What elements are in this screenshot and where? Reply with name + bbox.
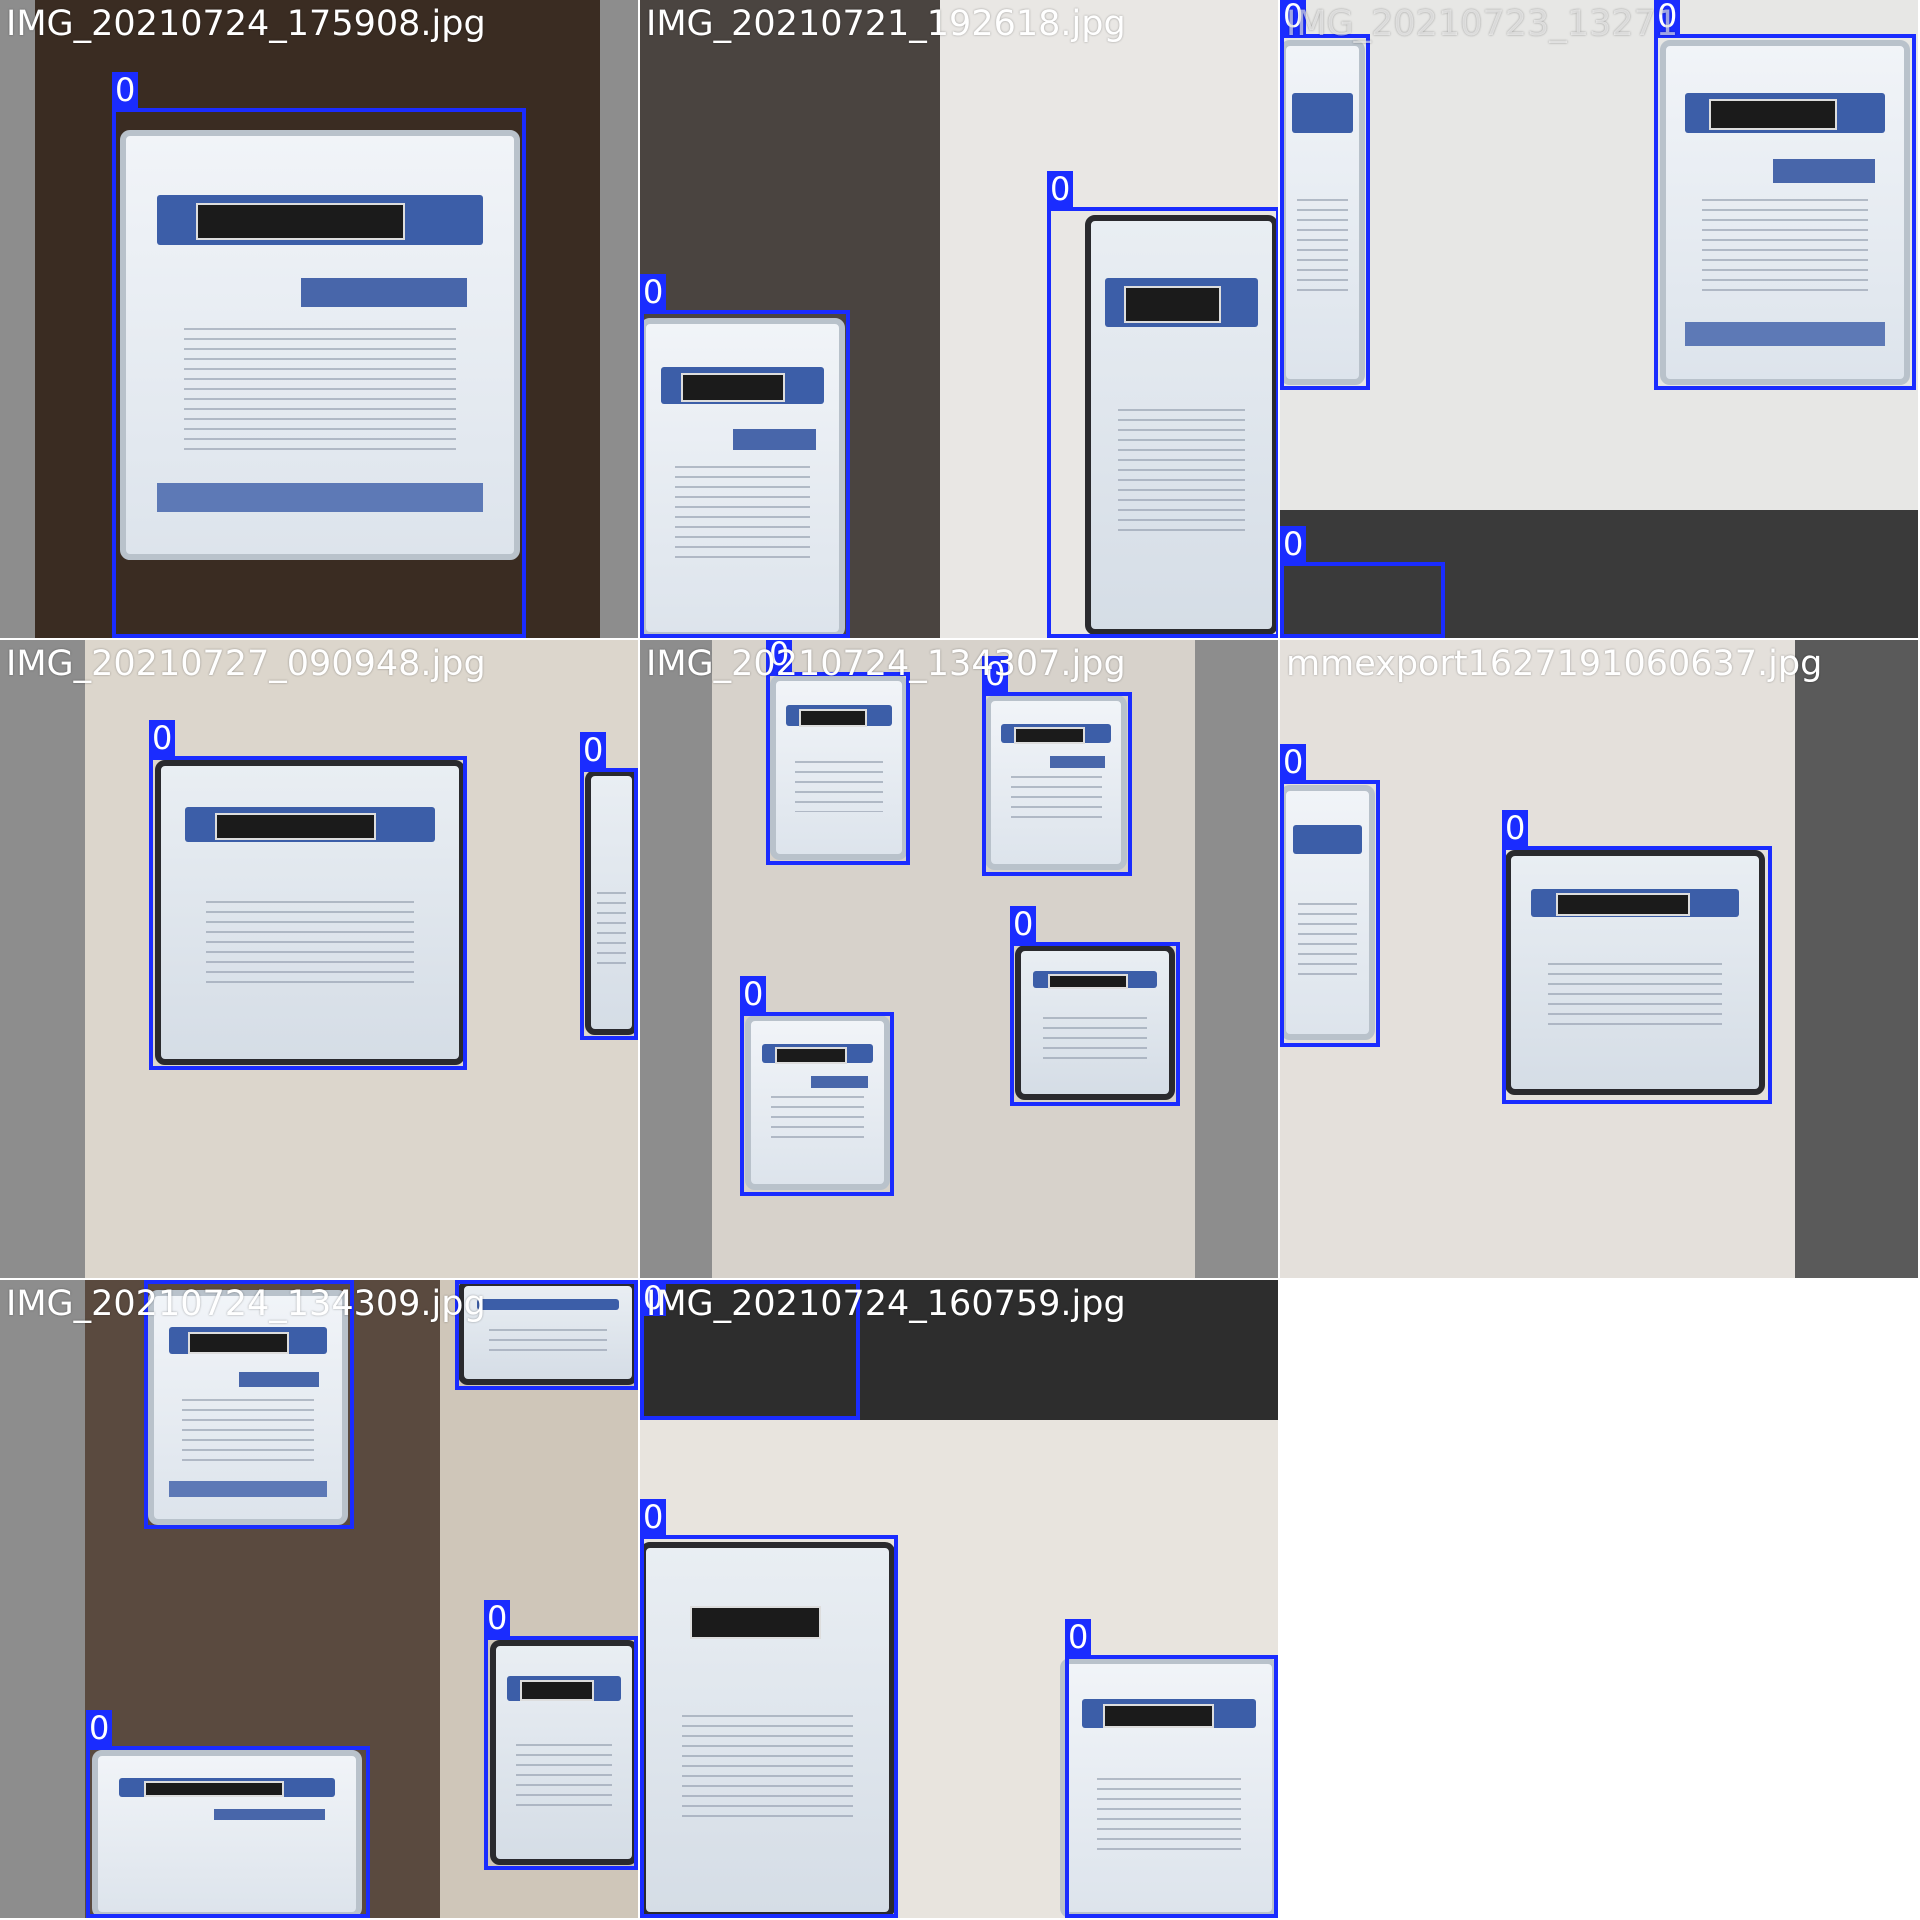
- mosaic-tile: IMG_20210721_192618.jpg 0 0: [640, 0, 1278, 638]
- class-label: 0: [149, 720, 176, 756]
- electric-meter: [770, 675, 908, 860]
- detection-box: 0: [580, 732, 638, 1040]
- detection-box: 0: [484, 1600, 638, 1870]
- detection-box: 0: [740, 976, 894, 1196]
- class-label: 0: [640, 1280, 667, 1316]
- electric-meter: [1085, 215, 1278, 635]
- class-label: 0: [1280, 0, 1307, 34]
- electric-meter: [1505, 850, 1765, 1095]
- detection-box: 0: [640, 274, 850, 638]
- detection-box: 0: [982, 656, 1132, 876]
- detection-box: 0: [1280, 526, 1445, 638]
- class-label: 0: [580, 732, 607, 768]
- detection-box: 0: [1047, 171, 1278, 638]
- detection-box: 0: [455, 1280, 638, 1390]
- detection-box: 0: [640, 1280, 860, 1420]
- detection-box: 0: [144, 1280, 354, 1529]
- mosaic-tile: IMG_20210724_134307.jpg 0 0 0 0: [640, 640, 1278, 1278]
- electric-meter: [148, 1290, 348, 1525]
- image-filename: IMG_20210721_192618.jpg: [646, 4, 1126, 44]
- electric-meter: [745, 1015, 890, 1190]
- class-label: 0: [740, 976, 767, 1012]
- mosaic-tile: IMG_20210727_090948.jpg 0 0: [0, 640, 638, 1278]
- mosaic-tile: mmexport1627191060637.jpg 0 0: [1280, 640, 1918, 1278]
- electric-meter: [640, 1542, 895, 1918]
- detection-box: 0: [766, 640, 910, 865]
- mosaic-tile: IMG_20210724_134309.jpg 0 0 0 0: [0, 1280, 638, 1918]
- mosaic-tile: IMG_20210724_160759.jpg 0 0 0: [640, 1280, 1278, 1918]
- class-label: 0: [1047, 171, 1074, 207]
- detection-box: 0: [1502, 810, 1772, 1104]
- image-filename: mmexport1627191060637.jpg: [1286, 644, 1823, 684]
- detection-box: 0: [86, 1710, 370, 1918]
- detection-box: 0: [112, 72, 526, 638]
- image-filename: IMG_20210724_160759.jpg: [646, 1284, 1126, 1324]
- tile-photo: [640, 640, 1278, 1278]
- class-label: 0: [640, 274, 667, 310]
- electric-meter: [640, 318, 845, 638]
- class-label: 0: [1654, 0, 1681, 34]
- electric-meter: [490, 1640, 638, 1865]
- mosaic-tile: IMG_20210723_13271 0 0 0: [1280, 0, 1918, 638]
- image-filename: IMG_20210727_090948.jpg: [6, 644, 486, 684]
- electric-meter: [120, 130, 520, 560]
- electric-meter: [155, 760, 465, 1065]
- class-label: 0: [112, 72, 139, 108]
- detection-box: 0: [149, 720, 467, 1070]
- electric-meter: [1060, 1658, 1278, 1918]
- electric-meter: [985, 695, 1127, 870]
- image-filename: IMG_20210723_13271: [1286, 4, 1679, 44]
- electric-meter: [1015, 945, 1175, 1100]
- detection-box: 0: [1280, 0, 1370, 390]
- detection-box: 0: [1280, 744, 1380, 1047]
- class-label: 0: [86, 1710, 113, 1746]
- detection-box: 0: [1654, 0, 1916, 390]
- detection-box: 0: [640, 1499, 898, 1918]
- class-label: 0: [766, 640, 793, 672]
- class-label: 0: [1280, 744, 1307, 780]
- image-filename: IMG_20210724_134307.jpg: [646, 644, 1126, 684]
- class-label: 0: [982, 656, 1009, 692]
- class-label: 0: [1010, 906, 1037, 942]
- electric-meter: [1660, 40, 1910, 385]
- electric-meter: [92, 1750, 362, 1918]
- image-filename: IMG_20210724_175908.jpg: [6, 4, 486, 44]
- mosaic-tile: IMG_20210724_175908.jpg 0: [0, 0, 638, 638]
- empty-mosaic-cell: [1280, 1280, 1920, 1920]
- class-label: 0: [484, 1600, 511, 1636]
- image-filename: IMG_20210724_134309.jpg: [6, 1284, 486, 1324]
- detection-box: 0: [1010, 906, 1180, 1106]
- class-label: 0: [640, 1499, 667, 1535]
- class-label: 0: [1065, 1619, 1092, 1655]
- class-label: 0: [1280, 526, 1307, 562]
- detection-box: 0: [1065, 1619, 1278, 1918]
- class-label: 0: [1502, 810, 1529, 846]
